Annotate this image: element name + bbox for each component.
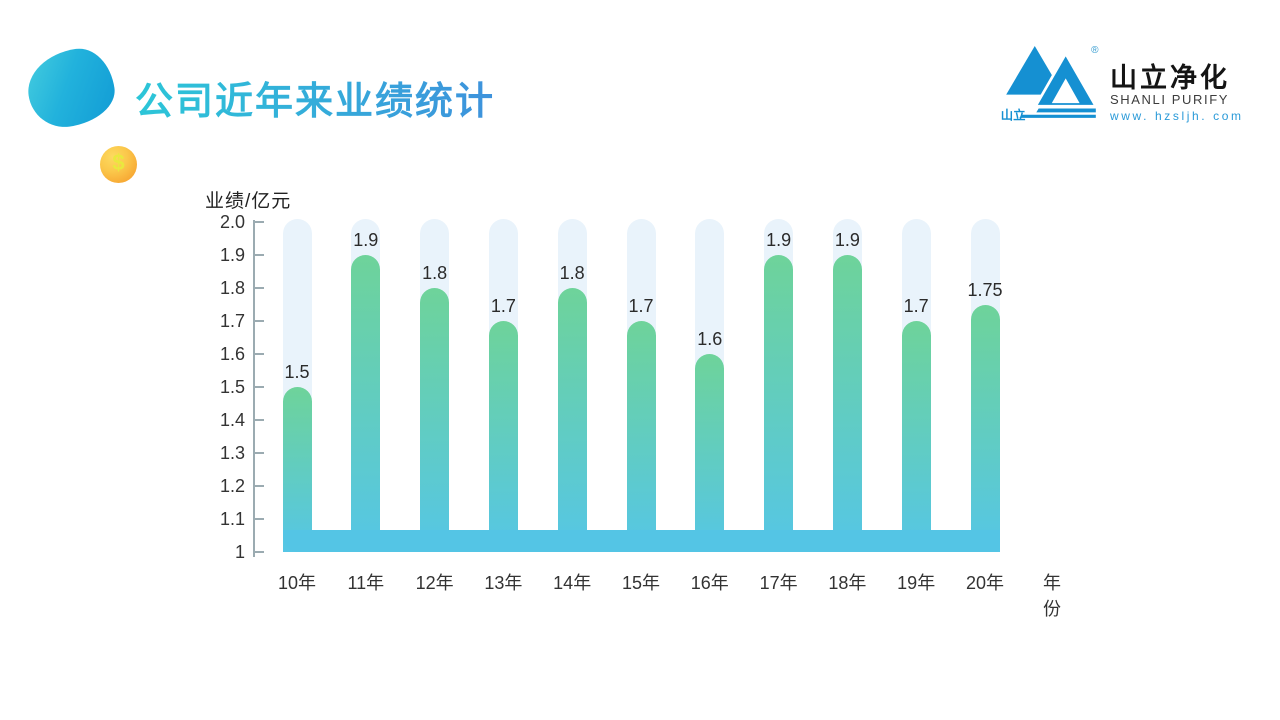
- bar-value-label: 1.9: [834, 230, 860, 250]
- y-tick: [255, 386, 264, 388]
- y-tick-label: 1.1: [219, 509, 245, 529]
- bar: [488, 321, 518, 552]
- base-band: [282, 530, 1000, 552]
- y-tick: [255, 551, 264, 553]
- bar: [901, 321, 931, 552]
- company-name-en: SHANLI PURIFY: [1110, 92, 1230, 108]
- y-tick-label: 1.6: [219, 344, 245, 364]
- company-name-cn: 山立净化: [1110, 63, 1230, 93]
- bar-value-label: 1.9: [353, 230, 379, 250]
- bar-value-label: 1.7: [903, 296, 929, 316]
- bar-value-label: 1.7: [628, 296, 654, 316]
- dollar-symbol: $: [112, 150, 125, 175]
- company-website: www. hzsljh. com: [1110, 108, 1244, 123]
- logo-mark-text: 山立: [1001, 107, 1026, 121]
- y-axis-line: [253, 220, 255, 557]
- registered-trademark: ®: [1091, 45, 1099, 56]
- company-logo: 山立 ® 山立净化 SHANLI PURIFY www. hzsljh. com: [1000, 42, 1244, 124]
- bar: [832, 255, 862, 552]
- dollar-coin-icon: $: [100, 146, 137, 183]
- bar: [626, 321, 656, 552]
- x-tick-label: 10年: [277, 573, 317, 593]
- y-tick-label: 1.9: [219, 245, 245, 265]
- x-axis-unit-label: 年份: [1043, 573, 1062, 619]
- y-tick: [255, 221, 264, 223]
- y-tick: [255, 254, 264, 256]
- bar-value-label: 1.8: [559, 263, 585, 283]
- y-tick-label: 1: [234, 542, 245, 562]
- y-tick-label: 1.3: [219, 443, 245, 463]
- y-tick-label: 1.5: [219, 377, 245, 397]
- y-tick: [255, 287, 264, 289]
- y-tick-label: 1.2: [219, 476, 245, 496]
- y-tick-label: 2.0: [219, 212, 245, 232]
- x-tick-label: 11年: [347, 573, 385, 593]
- y-tick-label: 1.7: [219, 311, 245, 331]
- performance-bar-chart: 业绩/亿元 2.0 1.9 1.8 1.7 1.6 1.5 1.4 1.3 1.2 1.1 1 1.5…: [0, 180, 1280, 620]
- y-tick: [255, 419, 264, 421]
- bar: [420, 288, 450, 552]
- logo-text-block: 山立净化 SHANLI PURIFY www. hzsljh. com: [1110, 64, 1244, 124]
- bar: [970, 304, 1000, 552]
- bar-value-label: 1.9: [766, 230, 792, 250]
- page-title: 公司近年来业绩统计: [135, 70, 495, 125]
- bar: [557, 288, 587, 552]
- x-tick-label: 13年: [484, 573, 523, 593]
- mountain-logo-icon: 山立 ®: [1001, 45, 1099, 121]
- bar-value-label: 1.5: [284, 362, 310, 382]
- y-tick: [255, 485, 264, 487]
- bar: [695, 354, 725, 552]
- bar-value-label: 1.6: [697, 329, 723, 349]
- x-tick-label: 15年: [621, 573, 661, 593]
- x-tick-label: 20年: [965, 573, 1005, 593]
- x-tick-label: 14年: [553, 573, 592, 593]
- plot-area: 2.0 1.9 1.8 1.7 1.6 1.5 1.4 1.3 1.2 1.1 1 1.5 1.9 1.8…: [220, 212, 1061, 619]
- decorative-blob: [23, 44, 119, 132]
- x-tick-label: 12年: [415, 573, 454, 593]
- bar-value-label: 1.75: [967, 279, 1003, 300]
- x-tick-label: 17年: [759, 573, 798, 593]
- y-tick: [255, 518, 264, 520]
- bar: [282, 387, 312, 552]
- bar: [351, 255, 381, 552]
- x-tick-label: 18年: [828, 573, 867, 593]
- y-tick: [255, 353, 264, 355]
- bar-value-label: 1.8: [422, 263, 448, 283]
- y-tick-label: 1.8: [219, 278, 245, 298]
- bar: [764, 255, 794, 552]
- bar-value-label: 1.7: [490, 296, 516, 316]
- y-tick: [255, 452, 264, 454]
- x-tick-label: 19年: [897, 573, 936, 593]
- y-axis-title: 业绩/亿元: [205, 191, 292, 212]
- y-tick: [255, 320, 264, 322]
- x-tick-label: 16年: [690, 573, 729, 593]
- y-tick-label: 1.4: [219, 410, 245, 430]
